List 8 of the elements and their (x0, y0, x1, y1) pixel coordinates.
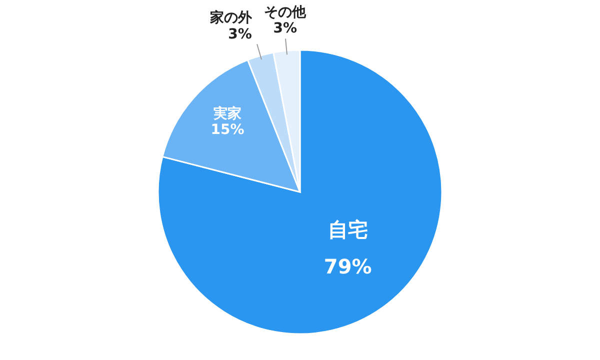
data-label: 3% (228, 26, 252, 42)
slice-label: 実家 (214, 105, 242, 122)
slice-label: 自宅 (328, 218, 368, 242)
slice-label: 家の外 (208, 9, 253, 26)
data-label: 79% (324, 254, 372, 279)
data-label: 15% (210, 122, 244, 138)
data-label: 3% (273, 20, 298, 37)
slice-label: その他 (264, 4, 308, 21)
